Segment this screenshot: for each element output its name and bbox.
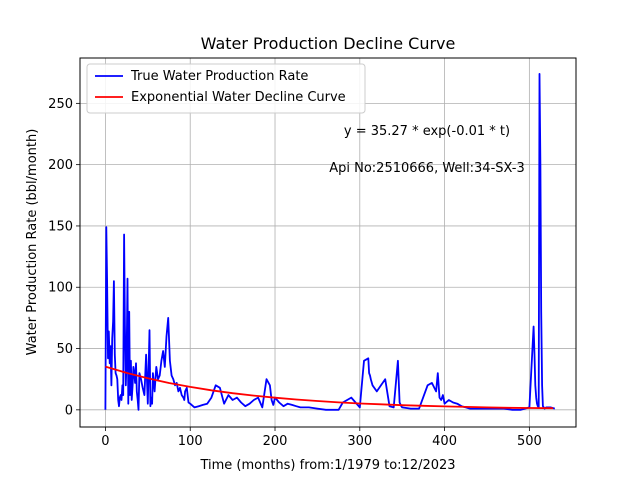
- x-tick-label: 300: [347, 434, 372, 449]
- x-tick-label: 100: [178, 434, 203, 449]
- x-tick-label: 400: [432, 434, 457, 449]
- x-tick-label: 200: [263, 434, 288, 449]
- legend-label-true-rate: True Water Production Rate: [130, 69, 308, 84]
- equation-annotation: y = 35.27 * exp(-0.01 * t): [344, 124, 510, 139]
- x-tick-label: 0: [101, 434, 109, 449]
- plot-frame: [79, 57, 577, 428]
- y-tick-label: 100: [48, 281, 73, 296]
- series-line-1: [105, 365, 554, 410]
- y-tick-label: 50: [56, 342, 73, 357]
- y-axis-title: Water Production Rate (bbl/month): [25, 129, 40, 356]
- well-annotation: Api No:2510666, Well:34-SX-3: [329, 161, 525, 176]
- x-tick-label: 500: [517, 434, 542, 449]
- y-tick-label: 200: [48, 158, 73, 173]
- y-tick-label: 150: [48, 219, 73, 234]
- series-layer: [104, 73, 556, 411]
- ticks: 0 100 200 300 400 500 0 50 100 150 200 250: [48, 97, 542, 449]
- legend-box: [86, 63, 366, 114]
- grid: [80, 58, 576, 427]
- legend: True Water Production Rate Exponential W…: [86, 63, 366, 114]
- y-tick-label: 0: [65, 403, 73, 418]
- x-axis-title: Time (months) from:1/1979 to:12/2023: [199, 458, 455, 473]
- legend-label-decline-curve: Exponential Water Decline Curve: [131, 90, 346, 105]
- y-tick-label: 250: [48, 97, 73, 112]
- chart-title: Water Production Decline Curve: [201, 34, 456, 53]
